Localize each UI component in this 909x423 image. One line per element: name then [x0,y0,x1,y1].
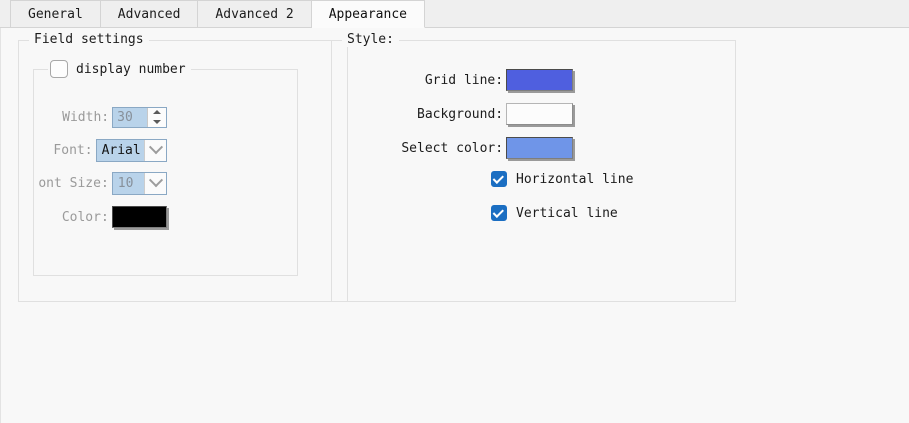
grid-line-swatch[interactable] [506,69,573,91]
display-number-label: display number [76,61,186,77]
color-row: Color: [31,206,167,228]
font-size-select[interactable]: 10 [111,171,167,195]
tab-advanced[interactable]: Advanced [100,0,199,28]
appearance-panel: Field settings display number Width: 30 [0,28,909,423]
width-spin-down-button[interactable] [148,117,166,127]
font-size-row: ont Size: 10 [31,171,167,195]
width-value: 30 [117,109,133,125]
color-swatch[interactable] [111,206,167,228]
style-title: Style: [342,32,399,47]
font-dropdown-button[interactable] [144,139,166,161]
select-color-swatch[interactable] [506,137,573,159]
select-color-label: Select color: [401,140,504,156]
font-size-label: ont Size: [38,175,109,191]
background-label: Background: [417,106,504,122]
font-size-value: 10 [117,175,134,191]
background-swatch[interactable] [506,103,573,125]
tab-advanced-2-label: Advanced 2 [215,7,294,22]
select-color-row: Select color: [330,137,573,159]
tab-strip: General Advanced Advanced 2 Appearance [0,0,909,28]
width-label: Width: [62,109,110,125]
width-spin-up-button[interactable] [148,108,166,118]
display-number-group: display number Width: 30 [31,60,298,276]
horizontal-line-row[interactable]: Horizontal line [491,171,633,187]
tab-appearance[interactable]: Appearance [311,0,425,28]
background-row: Background: [330,103,573,125]
chevron-down-icon [148,173,163,188]
font-row: Font: Arial [31,138,167,162]
style-group: Style: Grid line: Background: Select col… [330,32,736,302]
width-spin-buttons[interactable] [147,107,166,127]
font-select[interactable]: Arial [95,138,167,162]
chevron-down-icon [148,140,163,155]
field-settings-title: Field settings [29,32,149,47]
tab-advanced-2[interactable]: Advanced 2 [198,0,312,28]
horizontal-line-label: Horizontal line [516,171,634,187]
tab-advanced-label: Advanced [117,7,181,22]
grid-line-label: Grid line: [424,72,504,88]
horizontal-line-checkbox[interactable] [491,171,507,187]
width-row: Width: 30 [31,106,167,128]
font-value: Arial [101,142,141,158]
vertical-line-checkbox[interactable] [491,205,507,221]
triangle-down-icon [153,119,161,124]
tab-appearance-label: Appearance [328,7,407,22]
font-size-dropdown-button[interactable] [144,172,166,194]
display-number-title: display number [48,60,191,78]
tab-general[interactable]: General [10,0,101,28]
tab-general-label: General [28,7,83,22]
grid-line-row: Grid line: [330,69,573,91]
width-stepper[interactable]: 30 [112,106,167,128]
field-settings-group: Field settings display number Width: 30 [18,32,348,302]
font-label: Font: [53,142,93,158]
triangle-up-icon [153,110,161,115]
display-number-checkbox[interactable] [50,60,68,78]
color-label: Color: [61,209,109,225]
vertical-line-row[interactable]: Vertical line [491,205,618,221]
vertical-line-label: Vertical line [516,205,618,221]
